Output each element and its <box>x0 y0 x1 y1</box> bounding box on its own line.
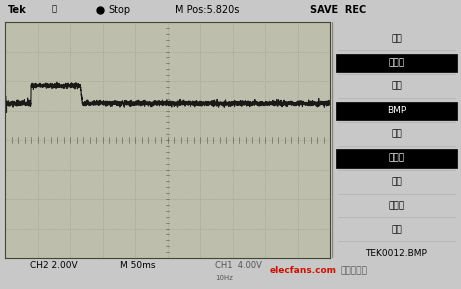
Text: SAVE  REC: SAVE REC <box>310 5 366 15</box>
Bar <box>336 149 457 168</box>
Text: ⎕: ⎕ <box>52 5 57 14</box>
Text: elecfans.com: elecfans.com <box>270 266 337 275</box>
Text: 格式: 格式 <box>391 82 402 91</box>
Text: CH2 2.00V: CH2 2.00V <box>30 261 77 270</box>
Text: 存图像: 存图像 <box>389 58 405 67</box>
Text: TEK0012.BMP: TEK0012.BMP <box>366 249 427 258</box>
Text: CH1  4.00V: CH1 4.00V <box>215 261 262 270</box>
Text: M 50ms: M 50ms <box>120 261 155 270</box>
Text: BMP: BMP <box>387 105 406 115</box>
Text: 动作: 动作 <box>391 34 402 43</box>
Text: 选择: 选择 <box>391 177 402 186</box>
Bar <box>336 54 457 73</box>
Text: 10Hz: 10Hz <box>215 275 233 281</box>
Text: Tek: Tek <box>8 5 27 15</box>
Text: 存图像: 存图像 <box>389 153 405 162</box>
Text: M Pos:5.820s: M Pos:5.820s <box>175 5 239 15</box>
Bar <box>336 101 457 120</box>
Text: 关于: 关于 <box>391 129 402 138</box>
Text: 文件夹: 文件夹 <box>389 201 405 210</box>
Text: Stop: Stop <box>108 5 130 15</box>
Text: 电子发烧友: 电子发烧友 <box>340 266 367 275</box>
Text: 储存: 储存 <box>391 225 402 234</box>
